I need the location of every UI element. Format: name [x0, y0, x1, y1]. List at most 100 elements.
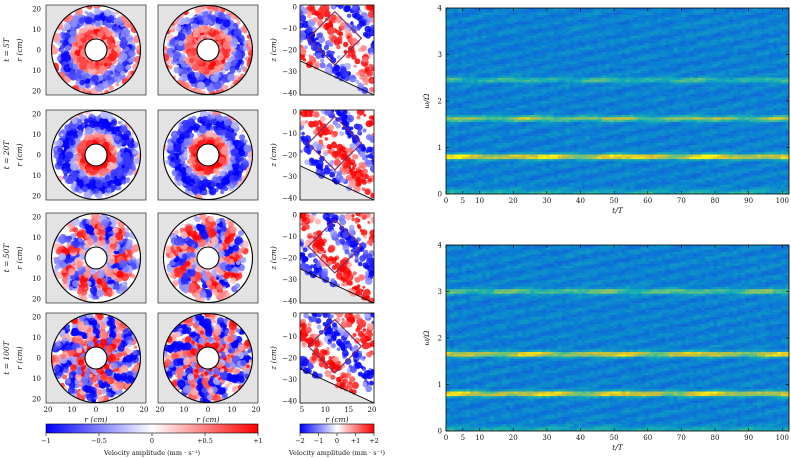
disc-xtick: 0 [94, 406, 98, 414]
disc-hole [196, 246, 220, 270]
x-tick-label: 20 [509, 197, 518, 205]
disc-hole [196, 38, 220, 62]
disc-ytick: 20 [32, 314, 41, 322]
section-ytick: 0 [293, 312, 297, 320]
colorbar-tick-label: −1 [314, 437, 324, 445]
heatmap-1: 0 5 10 20 30 40 50 60 70 80 90 100 0 1 2 3 4 t/T ω/Ω [422, 5, 790, 215]
disc-ylabel: r (cm) [15, 246, 24, 269]
disc-xlabel: r (cm) [196, 415, 219, 424]
section-ytick: −10 [282, 233, 297, 241]
x-tick-label: 70 [677, 434, 686, 442]
colorbar-label: Velocity amplitude (mm · s⁻¹) [288, 449, 386, 457]
section-frame [299, 4, 375, 96]
y-tick-label: 4 [438, 242, 443, 250]
colorbar-tick-label: +1 [351, 437, 361, 445]
section-frame [299, 212, 375, 304]
x-tick-label: 20 [509, 434, 518, 442]
x-tick-label: 40 [576, 434, 585, 442]
disc-ytick: 0 [37, 255, 41, 263]
disc-outline [50, 109, 142, 201]
disc-outline [50, 212, 142, 304]
section-ylabel: z (cm) [269, 143, 278, 168]
colorbar-tick-label: 0 [150, 437, 154, 445]
disc-ytick: 20 [32, 193, 41, 201]
disc-ytick: 10 [32, 172, 41, 180]
disc-field [163, 5, 253, 95]
x-axis-label: t/T [612, 443, 624, 452]
disc-ytick: 0 [37, 355, 41, 363]
row-2: t = 20T r (cm) 20 10 0 10 20 z (cm) 0 −10 −20 −30 −4… [2, 109, 375, 203]
y-tick-label: 3 [438, 288, 442, 296]
disc-outline [162, 109, 254, 201]
x-tick-label: 0 [444, 434, 448, 442]
x-tick-label: 70 [677, 197, 686, 205]
slope-line [300, 165, 374, 200]
section-ytick: −10 [282, 130, 297, 138]
row-label: t = 100T [2, 340, 11, 374]
section-ylabel: z (cm) [269, 38, 278, 63]
x-tick-label: 0 [444, 197, 448, 205]
disc-outline [50, 312, 142, 404]
disc-ytick: 20 [32, 296, 41, 304]
row-label: t = 20T [2, 140, 11, 170]
beam-region [307, 218, 363, 274]
colorbar-gradient [45, 423, 259, 434]
disc-xtick: 0 [206, 406, 210, 414]
section-xtick: 5 [300, 406, 304, 414]
section-ytick: −30 [282, 68, 297, 76]
x-tick-label: 10 [475, 197, 484, 205]
x-tick-label: 5 [461, 197, 465, 205]
disc-hole [84, 143, 108, 167]
section-field [300, 110, 374, 200]
section-field [300, 313, 374, 403]
section-ytick: −40 [282, 298, 297, 306]
section-ytick: −10 [282, 333, 297, 341]
section-ytick: −30 [282, 173, 297, 181]
section-xtick: 20 [368, 406, 377, 414]
disc-ytick: 20 [32, 88, 41, 96]
x-tick-label: 10 [475, 434, 484, 442]
section-xtick: 15 [344, 406, 353, 414]
disc-hole [196, 346, 220, 370]
disc-ylabel: r (cm) [15, 346, 24, 369]
slope-line [300, 368, 374, 403]
section-ytick: −30 [282, 376, 297, 384]
section-frame [299, 109, 375, 201]
heatmap-cells [446, 8, 789, 194]
disc-ylabel: r (cm) [15, 38, 24, 61]
x-tick-label: 100 [776, 434, 789, 442]
x-axis-label: t/T [612, 206, 624, 215]
section-colorbar: −2 −1 0 +1 +2 Velocity amplitude (mm · s⁻¹) [288, 423, 386, 457]
x-tick-label: 50 [610, 434, 619, 442]
disc-ytick: 10 [32, 131, 41, 139]
disc-ytick: 10 [32, 334, 41, 342]
y-tick-label: 1 [438, 381, 442, 389]
disc-hole [84, 346, 108, 370]
colorbar-tick-label: +1 [253, 437, 263, 445]
section-frame [299, 312, 375, 404]
x-tick-label: 80 [711, 197, 720, 205]
colorbar-tick-label: −2 [295, 437, 305, 445]
disc-xtick: 10 [68, 406, 77, 414]
section-ytick: −10 [282, 25, 297, 33]
disc-field [51, 213, 141, 303]
x-tick-label: 5 [461, 434, 465, 442]
slope-line [300, 268, 374, 303]
left-panels: t = 5T r (cm) 20 10 0 10 20 z (cm) 0 −10 −20 −30 −40… [2, 4, 377, 425]
section-ylabel: z (cm) [269, 346, 278, 371]
velocity-colorbar: −1 −0.5 0 +0.5 +1 Velocity amplitude (mm · s⁻… [41, 423, 263, 457]
y-tick-label: 0 [438, 428, 442, 436]
section-ytick: −20 [282, 152, 297, 160]
disc-ytick: 0 [37, 47, 41, 55]
disc-xlabel: r (cm) [84, 415, 107, 424]
row-4: t = 100T r (cm) 20 10 0 10 20 z (cm) 0 −10 −20 −30 −… [2, 312, 375, 406]
disc-hole [84, 246, 108, 270]
colorbar-label: Velocity amplitude (mm · s⁻¹) [103, 449, 201, 457]
disc-xtick: 10 [228, 406, 237, 414]
section-ytick: −40 [282, 398, 297, 406]
disc-xtick: 10 [116, 406, 125, 414]
disc-ytick: 20 [32, 396, 41, 404]
y-axis-label: ω/Ω [422, 94, 431, 109]
disc-xtick: 20 [44, 406, 53, 414]
